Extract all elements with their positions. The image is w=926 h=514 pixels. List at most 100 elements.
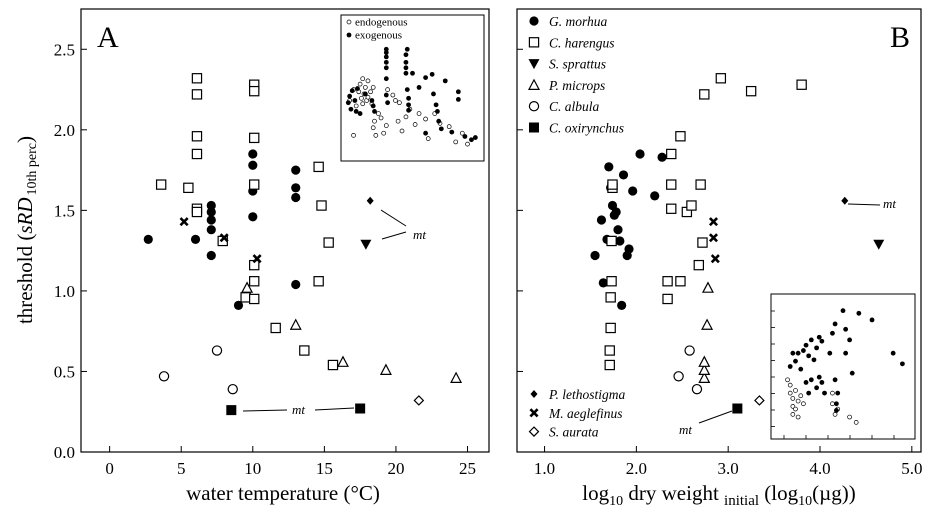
panel-b-annotation-line-lower (698, 410, 733, 424)
point-g-morhua-14 (291, 192, 301, 203)
panel-a-inset: endogenous exogenous (340, 14, 485, 162)
point-p-lethostigma-0 (841, 196, 849, 205)
panel-b-inset-endogenous-point-17 (853, 420, 859, 425)
point-p-microps-2 (698, 355, 711, 367)
panel-a-x-tick-label-4: 20 (387, 459, 404, 478)
panel-a-inset-exogenous-point-17 (383, 46, 389, 52)
panel-a-annotation-mt-upper: mt (413, 227, 426, 242)
panel-a-inset-exogenous-point-12 (383, 76, 389, 82)
point-c-harengus-17 (270, 322, 281, 334)
point-g-morhua-7 (233, 300, 244, 311)
point-c-albula-1 (684, 345, 695, 356)
point-c-harengus-15 (249, 276, 260, 287)
point-g-morhua-3 (206, 207, 216, 217)
panel-b-inset-endogenous-point-6 (793, 388, 798, 393)
panel-a-inset-endogenous-point-6 (360, 76, 366, 82)
point-s-sprattus-0 (873, 239, 885, 250)
panel-a-y-tick-label-0: 0.0 (54, 443, 75, 462)
panel-a-inset-endogenous-point-38 (446, 124, 452, 130)
point-s-aurata-0 (413, 395, 425, 406)
panel-a-annotation-line-lower-2 (314, 407, 355, 411)
panel-a-inset-endogenous-point-28 (397, 100, 402, 106)
point-g-morhua-12 (618, 170, 629, 180)
panel-a-y-tick-label-5: 2.5 (54, 40, 75, 59)
panel-b-legend: G. morhua C. harengus S. sprattus P. microp… (528, 14, 624, 136)
point-c-harengus-11 (666, 179, 677, 190)
legend-label-c-oxirynchus: C. oxirynchus (549, 121, 624, 136)
legend-marker-c-albula (528, 100, 540, 112)
panel-a-annotation-mt-lower: mt (292, 402, 305, 417)
panel-b-inset-exogenous-point-32 (856, 310, 862, 316)
panel-a-inset-endogenous-point-9 (362, 85, 368, 90)
panel-b-frame (516, 8, 922, 453)
panel-a-inset-exogenous-point-15 (383, 54, 389, 60)
point-g-morhua-5 (206, 225, 216, 235)
panel-a-inset-exogenous-point-27 (406, 102, 411, 108)
point-c-harengus-13 (675, 276, 686, 287)
point-c-harengus-17 (693, 259, 705, 271)
panel-a-inset-endogenous-point-25 (390, 92, 396, 98)
point-g-morhua-1 (190, 234, 201, 244)
panel-b-inset-exogenous-point-7 (806, 353, 812, 359)
panel-a-inset-endogenous-point-29 (399, 128, 405, 134)
panel-a-frame (80, 8, 490, 453)
panel-b-inset-exogenous-point-24 (834, 401, 839, 407)
panel-a-inset-endogenous-point-24 (385, 87, 390, 92)
point-c-albula-2 (227, 383, 238, 395)
point-c-harengus-22 (323, 237, 334, 248)
legend-marker-p-microps (528, 78, 540, 90)
point-c-harengus-23 (796, 79, 807, 90)
panel-b-inset-endogenous-point-2 (787, 390, 793, 396)
legend-marker-c-oxirynchus (529, 122, 539, 133)
panel-a-inset-exogenous-point-43 (462, 134, 468, 139)
panel-b-inset-exogenous-point-25 (834, 407, 839, 413)
panel-b-inset-exogenous-point-35 (900, 361, 905, 367)
panel-a-inset-exogenous-point-26 (406, 95, 411, 101)
panel-b-inset-exogenous-point-13 (803, 380, 809, 385)
panel-a-letter: A (97, 21, 119, 54)
point-g-morhua-0 (143, 234, 153, 244)
panel-b-inset-exogenous-point-15 (808, 377, 814, 383)
panel-a-inset-exogenous-point-2 (348, 106, 354, 112)
point-m-aeglefinus-1 (708, 233, 719, 243)
point-m-aeglefinus-1-stroke-2 (219, 233, 229, 243)
panel-b-inset-exogenous-point-29 (843, 350, 849, 356)
point-g-morhua-14 (624, 244, 634, 254)
panel-a-inset-exogenous-point-19 (385, 100, 391, 106)
panel-b-inset-endogenous-point-0 (785, 377, 790, 383)
panel-a-y-tick-label-1: 0.5 (54, 362, 75, 381)
panel-b-inset-exogenous-point-22 (832, 321, 838, 327)
panel-a-inset-endogenous-point-33 (416, 111, 422, 116)
panel-a-inset-endogenous-point-20 (376, 111, 381, 116)
panel-a-inset-exogenous-point-39 (442, 78, 448, 84)
panel-b-inset-endogenous-point-12 (830, 390, 835, 396)
point-c-harengus-0 (155, 179, 167, 190)
point-c-harengus-23 (327, 359, 339, 371)
point-c-harengus-7 (191, 206, 203, 218)
panel-b-letter: B (890, 21, 910, 54)
panel-a-x-tick-label-0: 0 (105, 459, 114, 478)
legend-label-c-albula: C. albula (549, 99, 600, 114)
point-g-morhua-1 (596, 215, 607, 225)
point-c-harengus-16 (686, 200, 697, 211)
panel-a-inset-endogenous-point-34 (423, 116, 428, 122)
panel-b-inset-endogenous-point-1 (787, 382, 793, 388)
panel-a-axes: 0 5 10 15 20 25 0.0 0.5 1.0 1.5 2.0 2.5 (54, 40, 476, 478)
panel-b-inset-endogenous-point-8 (795, 398, 801, 404)
panel-a-inset-exogenous-point-28 (406, 107, 411, 113)
panel-b: B 1.0 2.0 3.0 4.0 5.0 G. morhua C. harengus S.… (516, 8, 922, 478)
panel-a-inset-endogenous-point-13 (368, 89, 373, 95)
panel-a-inset-endogenous-point-41 (465, 141, 470, 147)
point-g-morhua-18 (657, 152, 667, 162)
point-g-morhua-15 (628, 186, 638, 196)
panel-b-x-axis-label: log10 dry weight initial (log10(µg)) (582, 481, 855, 509)
panel-a-inset-exogenous-point-7 (357, 111, 363, 116)
panel-a-x-tick-label-3: 15 (316, 459, 333, 478)
panel-a-inset-exogenous-point-4 (352, 98, 358, 103)
panel-a-inset-exogenous-point-11 (372, 109, 377, 114)
panel-a-inset-exogenous-point-45 (472, 135, 478, 140)
panel-a-inset-exogenous-point-23 (403, 52, 409, 58)
panel-b-inset-exogenous-point-6 (803, 342, 809, 348)
point-g-morhua-8 (611, 207, 621, 217)
panel-b-inset-endogenous-point-7 (793, 406, 798, 412)
